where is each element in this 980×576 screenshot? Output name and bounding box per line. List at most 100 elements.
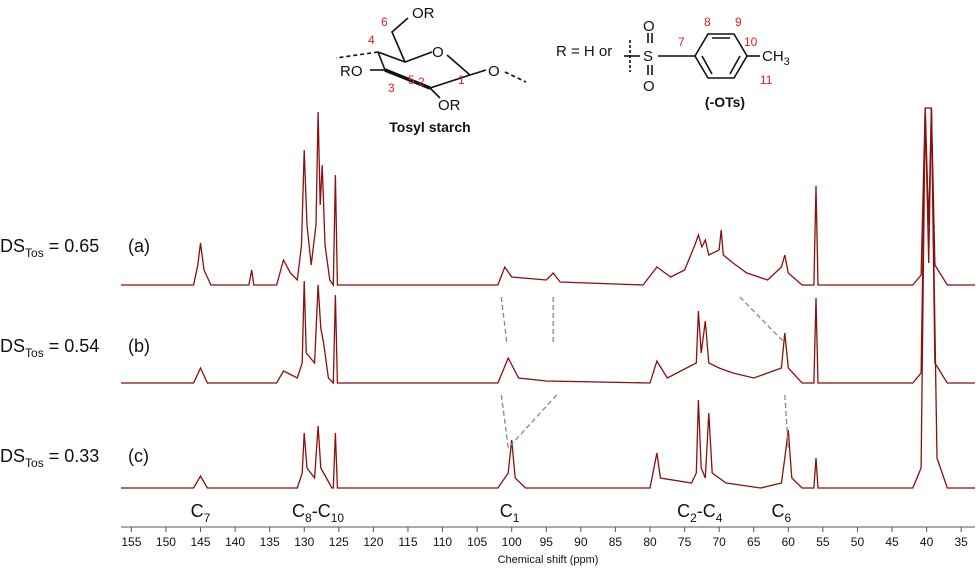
atom: S (643, 48, 653, 65)
x-tick-label: 145 (191, 535, 211, 549)
subscript: 7 (204, 511, 211, 525)
atom: RO (340, 63, 363, 80)
x-tick-label: 135 (260, 535, 280, 549)
atom: OR (438, 97, 461, 114)
guide-line (500, 296, 508, 344)
x-tick-label: 85 (609, 535, 623, 549)
bond (446, 54, 471, 76)
guide-line (500, 394, 509, 449)
spectrum (121, 107, 975, 288)
x-tick-label: 100 (502, 535, 522, 549)
series-label: DSTos = 0.54 (0, 336, 99, 360)
x-tick-label: 60 (782, 535, 796, 549)
text: DS (0, 446, 25, 466)
text: C (191, 501, 204, 521)
series-label: DSTos = 0.33 (0, 446, 99, 470)
r-definition: R = H or (556, 43, 612, 60)
atom-number: 2 (418, 75, 425, 89)
subscript: 10 (331, 511, 345, 525)
atom-number: 9 (735, 15, 742, 29)
structure: 6 OR 4 5 O 1 O RO 3 2 OR Tosyl starch R … (335, 5, 790, 135)
x-tick-label: 130 (294, 535, 314, 549)
subscript: Tos (25, 456, 44, 470)
atom-number: 3 (388, 81, 395, 95)
x-tick-label: 35 (954, 535, 968, 549)
text: DS (0, 336, 25, 356)
text: DS (0, 236, 25, 256)
atom: CH (762, 48, 784, 65)
structure-title: Tosyl starch (389, 119, 470, 135)
subscript: Tos (25, 246, 44, 260)
bond (335, 51, 379, 59)
bond (429, 87, 441, 99)
text: -C (312, 501, 331, 521)
x-tick-label: 95 (540, 535, 554, 549)
peak-label: C7 (191, 501, 211, 525)
atom-number: 6 (381, 15, 388, 29)
bond (384, 68, 431, 90)
atom-number: 11 (760, 73, 773, 87)
peak-label: C6 (772, 501, 792, 525)
x-tick-label: 50 (851, 535, 865, 549)
text: = 0.65 (44, 236, 100, 256)
bond (469, 69, 487, 76)
spectrum (121, 107, 975, 489)
spectrum (121, 107, 975, 385)
x-tick-label: 120 (363, 535, 383, 549)
subscript: 2 (690, 511, 697, 525)
x-tick-label: 90 (574, 535, 588, 549)
text: C (500, 501, 513, 521)
guide-line (507, 394, 558, 449)
subscript: 4 (716, 511, 723, 525)
x-tick-label: 155 (121, 535, 141, 549)
series-tag: (b) (128, 336, 150, 356)
text: C (677, 501, 690, 521)
atom: CH3 (762, 48, 790, 68)
group-name: (-OTs) (705, 94, 745, 110)
atom: O (643, 78, 655, 95)
x-tick-label: 140 (225, 535, 245, 549)
guide-line (739, 296, 786, 344)
guide-line (784, 394, 789, 449)
series-label: DSTos = 0.65 (0, 236, 99, 260)
x-tick-label: 150 (156, 535, 176, 549)
text: = 0.33 (44, 446, 100, 466)
atom-number: 1 (458, 73, 465, 87)
atom: OR (412, 5, 435, 22)
atom-number: 5 (408, 73, 415, 87)
subscript: Tos (25, 346, 44, 360)
peak-label: C8-C10 (292, 501, 344, 525)
atom: O (643, 18, 655, 35)
bond (391, 17, 409, 63)
atom: O (432, 44, 444, 61)
text: = 0.54 (44, 336, 100, 356)
atom-number: 10 (744, 35, 758, 49)
atom-number: 4 (368, 33, 375, 47)
bond (701, 55, 713, 75)
x-tick-label: 70 (712, 535, 726, 549)
x-tick-label: 105 (467, 535, 487, 549)
x-tick-label: 40 (920, 535, 934, 549)
atom-number: 7 (678, 35, 685, 49)
atom-number: 8 (704, 15, 711, 29)
atom: O (488, 63, 500, 80)
peak-label: C2-C4 (677, 501, 723, 525)
x-axis-label: Chemical shift (ppm) (498, 554, 599, 566)
subscript: 1 (513, 511, 520, 525)
x-tick-label: 45 (885, 535, 899, 549)
text: C (292, 501, 305, 521)
series-tag: (a) (128, 236, 150, 256)
x-tick-label: 80 (643, 535, 657, 549)
series-tag: (c) (128, 446, 149, 466)
text: C (772, 501, 785, 521)
bond (504, 71, 527, 83)
x-tick-label: 110 (433, 535, 452, 549)
x-tick-label: 65 (747, 535, 761, 549)
subscript: 8 (305, 511, 312, 525)
x-tick-label: 115 (398, 535, 417, 549)
x-tick-label: 125 (329, 535, 349, 549)
x-tick-label: 55 (816, 535, 830, 549)
atom-subscript: 3 (784, 56, 790, 68)
x-tick-label: 75 (678, 535, 692, 549)
